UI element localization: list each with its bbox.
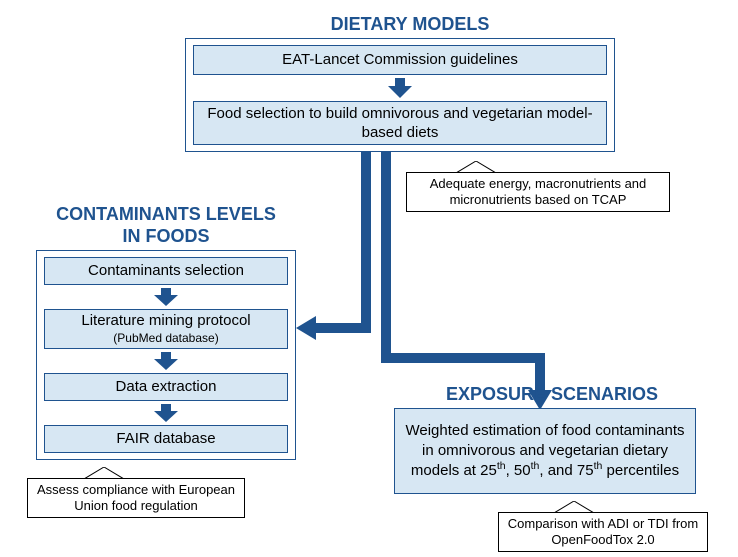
contam-box-2: Literature mining protocol (PubMed datab…	[44, 309, 288, 349]
contam-box-4: FAIR database	[44, 425, 288, 453]
contam-arrow-3	[154, 404, 178, 422]
contam-arrow-2	[154, 352, 178, 370]
contam-box-1: Contaminants selection	[44, 257, 288, 285]
contam-callout: Assess compliance with European Union fo…	[27, 478, 245, 518]
contam-arrow-1	[154, 288, 178, 306]
exposure-title: EXPOSURE SCENARIOS	[422, 384, 682, 406]
contaminants-title: CONTAMINANTS LEVELSIN FOODS	[36, 204, 296, 247]
exposure-box: Weighted estimation of food contaminants…	[394, 408, 696, 494]
contam-box-3: Data extraction	[44, 373, 288, 401]
exposure-box-text: Weighted estimation of food contaminants…	[403, 421, 687, 481]
contaminants-title-text: CONTAMINANTS LEVELSIN FOODS	[56, 204, 276, 246]
contam-box-2-main: Literature mining protocol	[81, 311, 250, 331]
contam-box-2-sub: (PubMed database)	[113, 331, 218, 347]
exposure-callout: Comparison with ADI or TDI from OpenFood…	[498, 512, 708, 552]
